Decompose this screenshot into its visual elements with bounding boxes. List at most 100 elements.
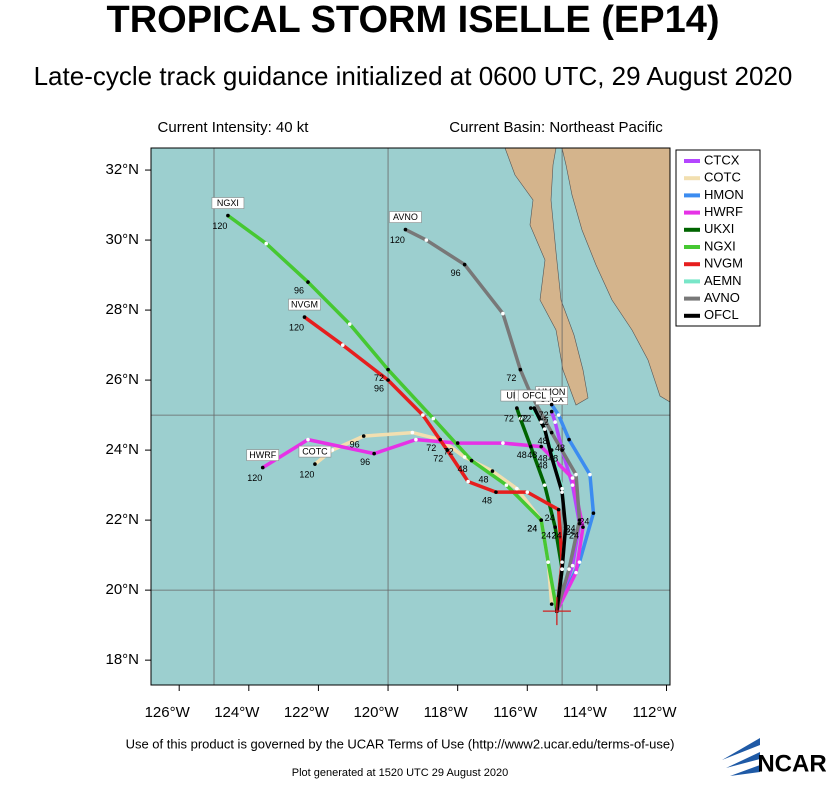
plot-frame bbox=[150, 147, 671, 686]
hour-label: 96 bbox=[451, 268, 461, 278]
track-point bbox=[560, 560, 564, 564]
end-label: HMON bbox=[538, 387, 566, 397]
track-point bbox=[549, 602, 554, 606]
track-point bbox=[501, 441, 505, 445]
track-point bbox=[525, 490, 530, 494]
track-point bbox=[581, 525, 585, 529]
hour-label: 48 bbox=[482, 495, 492, 505]
baja-california bbox=[504, 148, 589, 406]
hour-label: 48 bbox=[517, 450, 527, 460]
hour-label: 96 bbox=[360, 457, 370, 467]
track-point bbox=[570, 483, 575, 487]
end-hour-label: 72 bbox=[539, 410, 549, 420]
hour-label: 48 bbox=[527, 450, 537, 460]
track-point bbox=[560, 448, 564, 452]
hour-label: 72 bbox=[374, 373, 384, 383]
end-label-box bbox=[288, 298, 321, 311]
legend-label: NGXI bbox=[704, 238, 736, 253]
track-point bbox=[574, 570, 578, 575]
y-tick-label: 30°N bbox=[105, 231, 139, 248]
track-point bbox=[570, 563, 575, 568]
track-point bbox=[313, 462, 317, 466]
legend: CTCX COTC HMON HWRF UKXI NGXI NVGM AEMN AVNO OFCL bbox=[684, 152, 744, 322]
track-point bbox=[567, 437, 571, 442]
track-point bbox=[556, 413, 561, 417]
hour-label: 48 bbox=[555, 443, 565, 453]
track-point bbox=[424, 238, 429, 242]
track-point bbox=[340, 343, 345, 347]
x-tick-label: 122°W bbox=[284, 704, 330, 721]
track-point bbox=[372, 451, 376, 456]
track-point bbox=[386, 367, 390, 372]
track-point bbox=[421, 413, 425, 417]
hour-label: 48 bbox=[538, 436, 548, 446]
track-point bbox=[330, 448, 335, 452]
track-point bbox=[539, 518, 544, 522]
track-point bbox=[226, 213, 230, 218]
ocean bbox=[151, 148, 670, 685]
track-point bbox=[306, 437, 310, 442]
end-label-box bbox=[389, 211, 422, 223]
track-point bbox=[560, 490, 564, 494]
hour-label: 48 bbox=[458, 464, 468, 474]
track-point bbox=[577, 518, 582, 522]
track-point bbox=[501, 311, 505, 316]
track-point bbox=[528, 444, 533, 449]
end-label: HWRF bbox=[249, 450, 276, 460]
intensity: Current Intensity: 40 kt bbox=[158, 119, 310, 136]
track-point bbox=[414, 437, 418, 442]
track-point bbox=[567, 567, 571, 571]
track-point bbox=[563, 525, 568, 529]
track-point bbox=[588, 472, 592, 477]
x-tick-label: 120°W bbox=[353, 704, 399, 721]
hour-label: 24 bbox=[541, 530, 551, 540]
x-tick-label: 124°W bbox=[214, 704, 260, 721]
track-point bbox=[549, 455, 554, 459]
y-tick-label: 18°N bbox=[105, 651, 139, 668]
track-point bbox=[539, 420, 544, 424]
end-label-box bbox=[517, 389, 551, 402]
hour-label: 24 bbox=[545, 513, 555, 523]
land bbox=[504, 148, 670, 406]
legend-label: CTCX bbox=[704, 152, 740, 167]
hour-label: 72 bbox=[426, 443, 436, 453]
generated: Plot generated at 1520 UTC 29 August 202… bbox=[292, 767, 509, 779]
current-position bbox=[542, 597, 571, 626]
legend-label: UKXI bbox=[704, 221, 734, 236]
end-label-box bbox=[211, 197, 245, 209]
footer: Use of this product is governed by the U… bbox=[126, 736, 675, 751]
end-hour-label: 120 bbox=[247, 473, 262, 483]
track-point bbox=[264, 241, 269, 246]
track-point bbox=[504, 483, 509, 487]
track-point bbox=[260, 465, 265, 470]
end-hour-label: 120 bbox=[212, 221, 227, 231]
end-hour-label: 72 bbox=[521, 413, 531, 423]
track-point bbox=[466, 479, 470, 484]
legend-label: AEMN bbox=[704, 273, 742, 288]
end-hour-label: 120 bbox=[289, 322, 304, 332]
track-point bbox=[546, 560, 550, 564]
legend-label: HWRF bbox=[704, 204, 743, 219]
end-label-box bbox=[298, 445, 332, 458]
track-point bbox=[494, 490, 498, 494]
end-label: OFCL bbox=[522, 390, 546, 400]
track-point bbox=[528, 406, 533, 410]
track-point bbox=[570, 476, 575, 480]
hour-label: 72 bbox=[444, 446, 454, 456]
legend-label: OFCL bbox=[704, 307, 739, 322]
x-tick-label: 116°W bbox=[493, 704, 538, 721]
end-hour-label: 72 bbox=[539, 417, 549, 427]
hour-label: 24 bbox=[552, 530, 562, 540]
y-tick-label: 28°N bbox=[105, 301, 139, 318]
end-label: CTCX bbox=[539, 394, 564, 404]
track-point bbox=[577, 521, 582, 526]
y-tick-label: 26°N bbox=[105, 371, 139, 388]
mainland bbox=[561, 148, 670, 403]
track-point bbox=[386, 378, 390, 382]
track-point bbox=[515, 406, 519, 410]
y-tick-label: 22°N bbox=[105, 511, 139, 528]
track-point bbox=[410, 430, 415, 435]
legend-label: AVNO bbox=[704, 290, 740, 305]
